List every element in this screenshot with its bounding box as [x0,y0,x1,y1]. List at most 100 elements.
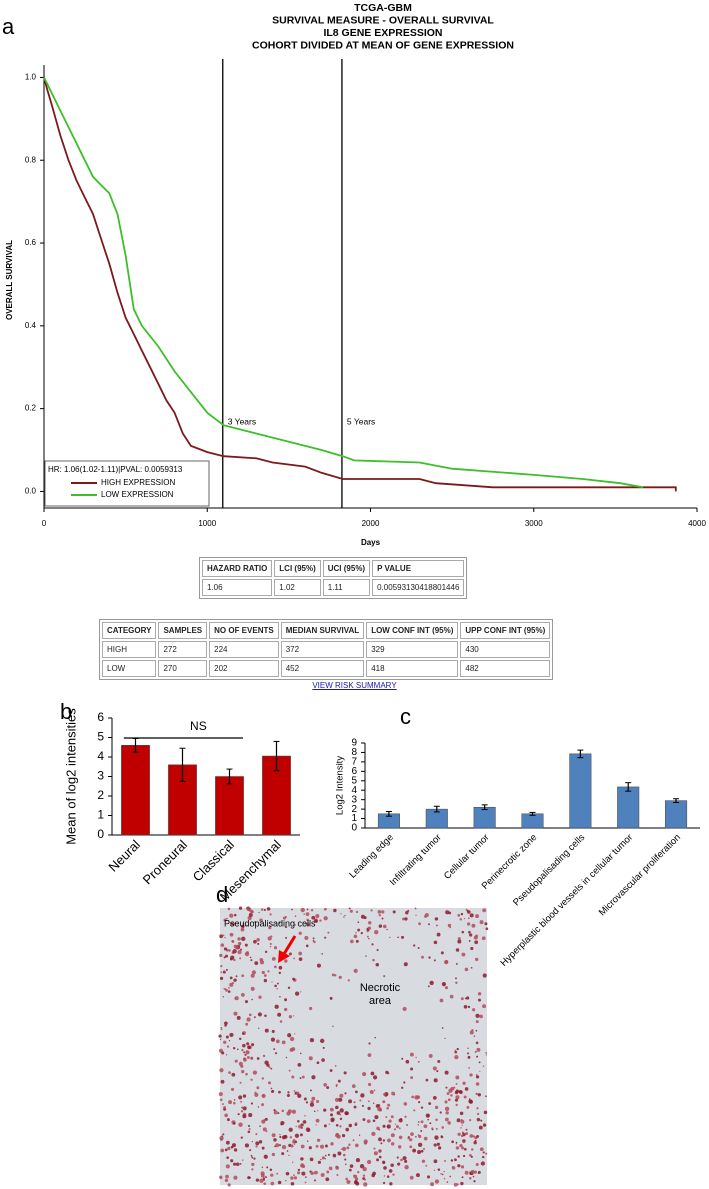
stain-dot [415,1056,417,1059]
legend-label: HIGH EXPRESSION [101,478,175,487]
stain-dot [266,1166,269,1169]
stain-dot [436,1070,439,1073]
stain-dot [316,963,321,968]
stain-dot [309,1006,313,1011]
stain-dot [353,1105,357,1109]
stain-dot [248,1127,251,1131]
stain-dot [358,1134,361,1136]
stain-dot [462,1154,466,1158]
stain-dot [239,1162,242,1165]
stain-dot [240,1100,243,1103]
stain-dot [220,1079,225,1084]
stain-dot [389,936,391,939]
stain-dot [224,936,226,939]
stain-dot [469,1154,472,1157]
stain-dot [344,1092,347,1095]
stain-dot [311,1075,316,1080]
stain-dot [469,933,473,937]
table-cell: UCI (95%) [322,560,371,577]
stain-dot [249,1149,252,1152]
stain-dot [228,949,231,952]
legend-title: HR: 1.06(1.02-1.11)|PVAL: 0.0059313 [48,465,183,474]
stain-dot [418,1100,421,1104]
stain-dot [323,907,327,911]
stain-dot [248,1113,253,1118]
table-cell: 418 [366,660,459,677]
stain-dot [386,1175,390,1178]
stain-dot [451,1140,454,1144]
stain-dot [222,934,225,937]
stain-dot [244,1143,249,1148]
stain-dot [432,1096,437,1100]
stain-dot [345,1177,348,1181]
stain-dot [219,976,224,981]
y-tick-label: 4 [351,785,357,796]
stain-dot [378,924,383,928]
stain-dot [219,953,223,958]
stain-dot [324,1144,328,1148]
significance-label: NS [190,719,207,733]
stain-dot [454,1098,459,1102]
stain-dot [417,1134,420,1137]
stain-dot [410,1132,414,1136]
arrow [282,935,297,955]
stain-dot [383,1175,386,1177]
stain-dot [369,1089,374,1095]
stain-dot [235,945,239,950]
stain-dot [241,1106,244,1109]
stain-dot [382,1181,386,1185]
stain-dot [253,1157,256,1160]
stain-dot [273,946,278,950]
stain-dot [407,909,410,912]
stain-dot [259,958,264,962]
stain-dot [309,1102,315,1107]
stain-dot [449,994,454,999]
stain-dot [331,973,335,977]
stain-dot [405,1059,410,1064]
stain-dot [394,1123,397,1125]
stain-dot [377,909,382,914]
stain-dot [316,1061,320,1065]
stain-dot [279,1133,281,1136]
stain-dot [428,956,431,959]
stain-dot [297,1063,302,1067]
stain-dot [469,1118,472,1122]
stain-dot [482,1065,485,1067]
bar [521,813,544,829]
stain-dot [417,1121,420,1123]
stain-dot [426,1175,431,1179]
stain-dot [335,1133,340,1138]
stain-dot [274,1052,278,1055]
y-tick-label: 5 [351,775,357,786]
stain-dot [232,1047,236,1050]
stain-dot [335,1105,339,1110]
stain-dot [475,1013,480,1018]
stain-dot [251,1156,254,1159]
stain-dot [352,1139,355,1142]
stain-dot [374,929,379,935]
stain-dot [257,942,260,945]
stain-dot [423,1124,428,1129]
stain-dot [355,1090,358,1094]
stain-dot [357,928,361,932]
stain-dot [390,1133,395,1138]
stain-dot [441,1173,444,1176]
stain-dot [328,1166,333,1171]
y-tick-label: 1 [351,813,357,824]
stain-dot [294,1093,296,1095]
stain-dot [464,1087,469,1091]
stain-dot [250,1056,254,1060]
stain-dot [479,1070,481,1072]
stain-dot [312,939,315,942]
stain-dot [382,1124,386,1128]
stain-dot [457,1132,461,1136]
stain-dot [411,1095,415,1099]
stain-dot [476,1107,479,1110]
bar [569,753,592,829]
stain-dot [401,935,405,939]
stain-dot [240,1136,243,1139]
risk-summary-link[interactable]: VIEW RISK SUMMARY [312,681,397,690]
stain-dot [285,1056,288,1059]
stain-dot [455,962,458,965]
stain-dot [290,1144,294,1148]
